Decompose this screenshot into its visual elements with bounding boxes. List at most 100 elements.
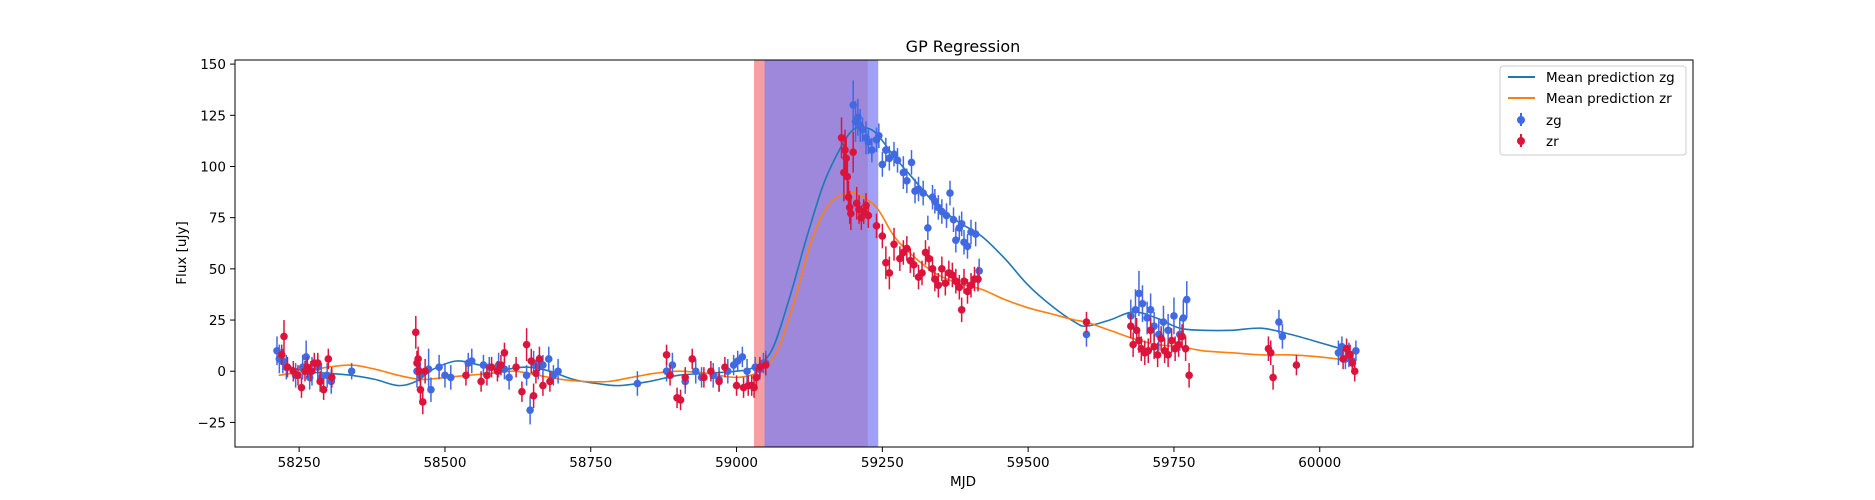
- data-point-zg: [907, 158, 916, 167]
- data-point-zr: [546, 377, 554, 386]
- data-point-zg: [1278, 332, 1287, 341]
- data-point-zr: [1129, 340, 1137, 349]
- data-point-zg: [957, 220, 966, 228]
- x-axis-label: MJD: [950, 474, 976, 490]
- data-point-zg: [975, 267, 983, 275]
- data-point-zr: [1269, 373, 1277, 382]
- data-point-zg: [743, 367, 751, 376]
- data-point-zg: [347, 367, 356, 376]
- data-point-zr: [715, 377, 723, 386]
- legend: Mean prediction zg Mean prediction zr zg…: [1499, 65, 1687, 156]
- data-point-zr: [294, 371, 302, 380]
- data-point-zg: [942, 211, 951, 220]
- data-point-zr: [493, 367, 502, 376]
- data-point-zr: [847, 209, 855, 218]
- data-point-zr: [756, 363, 764, 371]
- data-point-zg: [446, 373, 455, 382]
- data-point-zg: [1143, 314, 1151, 322]
- data-point-zr: [903, 244, 911, 253]
- shaded-regions: [754, 60, 879, 447]
- data-point-zr: [849, 148, 857, 156]
- data-point-zg: [1159, 318, 1168, 326]
- data-point-zr: [700, 373, 708, 382]
- x-tick-label: 58750: [569, 455, 612, 471]
- data-point-zr: [1350, 367, 1359, 376]
- data-point-zg: [864, 138, 873, 146]
- x-tick-label: 59750: [1152, 455, 1195, 471]
- data-point-zr: [941, 279, 950, 287]
- x-tick-label: 60000: [1298, 455, 1341, 471]
- data-point-zr: [522, 340, 531, 349]
- legend-label-zg-points: zg: [1546, 113, 1562, 129]
- data-point-zg: [931, 197, 939, 206]
- data-point-zr: [843, 172, 852, 181]
- data-point-zg: [1135, 289, 1143, 298]
- data-point-zr: [878, 232, 887, 240]
- data-point-zr: [319, 385, 328, 394]
- y-tick-label: 75: [209, 211, 226, 227]
- data-point-zr: [512, 363, 520, 371]
- data-point-zr: [535, 355, 544, 363]
- data-point-zg: [427, 385, 435, 394]
- data-point-zg: [1146, 306, 1155, 314]
- y-tick-label: 125: [200, 108, 226, 124]
- data-point-zr: [411, 328, 420, 337]
- data-point-zr: [487, 363, 496, 371]
- data-point-zg: [479, 361, 488, 369]
- legend-box: [1499, 65, 1687, 156]
- x-tick-label: 58500: [423, 455, 466, 471]
- data-point-zr: [890, 240, 898, 249]
- y-tick-label: 50: [209, 262, 226, 278]
- data-point-zr: [500, 349, 509, 357]
- data-point-zg: [738, 353, 747, 361]
- data-point-zg: [435, 363, 443, 371]
- y-axis-ticks: −25 0 25 50 75 100 125 150: [198, 57, 235, 431]
- data-point-zg: [633, 379, 642, 388]
- y-tick-label: 0: [217, 364, 226, 380]
- data-point-zr: [842, 154, 850, 163]
- data-point-zr: [415, 367, 424, 376]
- data-point-zg: [875, 131, 883, 140]
- data-point-zr: [1167, 336, 1176, 345]
- data-point-zr: [761, 361, 770, 369]
- data-point-zr: [1174, 340, 1183, 349]
- data-point-zg: [868, 146, 876, 154]
- data-point-zr: [955, 283, 964, 292]
- plot-area: [273, 60, 1360, 447]
- data-point-zg: [1082, 330, 1091, 339]
- y-axis-label: Flux [uJy]: [174, 221, 190, 284]
- data-point-zr: [477, 377, 485, 386]
- data-point-zg: [554, 367, 562, 376]
- data-point-zr: [1181, 344, 1190, 353]
- data-point-zr: [414, 355, 422, 363]
- data-point-zg: [691, 367, 700, 376]
- data-point-zg: [539, 361, 547, 369]
- data-point-zg: [952, 236, 960, 244]
- data-point-zg: [949, 215, 958, 224]
- data-point-zg: [1164, 326, 1172, 335]
- data-point-zr: [421, 367, 429, 376]
- data-point-zr: [918, 269, 926, 277]
- data-point-zr: [1146, 326, 1155, 335]
- data-point-zr: [1339, 355, 1347, 363]
- data-point-zr: [1185, 371, 1193, 380]
- legend-label-zg-line: Mean prediction zg: [1546, 70, 1675, 86]
- data-point-zr: [297, 383, 306, 392]
- data-point-zg: [890, 150, 898, 158]
- data-point-zg: [971, 230, 980, 238]
- data-point-zg: [924, 224, 932, 232]
- series-points-zr: [277, 117, 1359, 415]
- data-point-zr: [752, 373, 761, 382]
- data-point-zg: [526, 406, 534, 414]
- y-tick-label: −25: [198, 415, 227, 431]
- data-point-zr: [938, 265, 946, 273]
- axes-frame: [234, 59, 1694, 448]
- data-point-zr: [872, 222, 881, 230]
- data-point-zg: [878, 160, 887, 169]
- data-point-zr: [925, 254, 933, 263]
- chart-title: GP Regression: [906, 37, 1021, 56]
- data-point-zr: [967, 281, 975, 290]
- data-point-zr: [948, 271, 957, 279]
- data-point-zg: [1179, 314, 1188, 322]
- data-point-zr: [707, 367, 715, 376]
